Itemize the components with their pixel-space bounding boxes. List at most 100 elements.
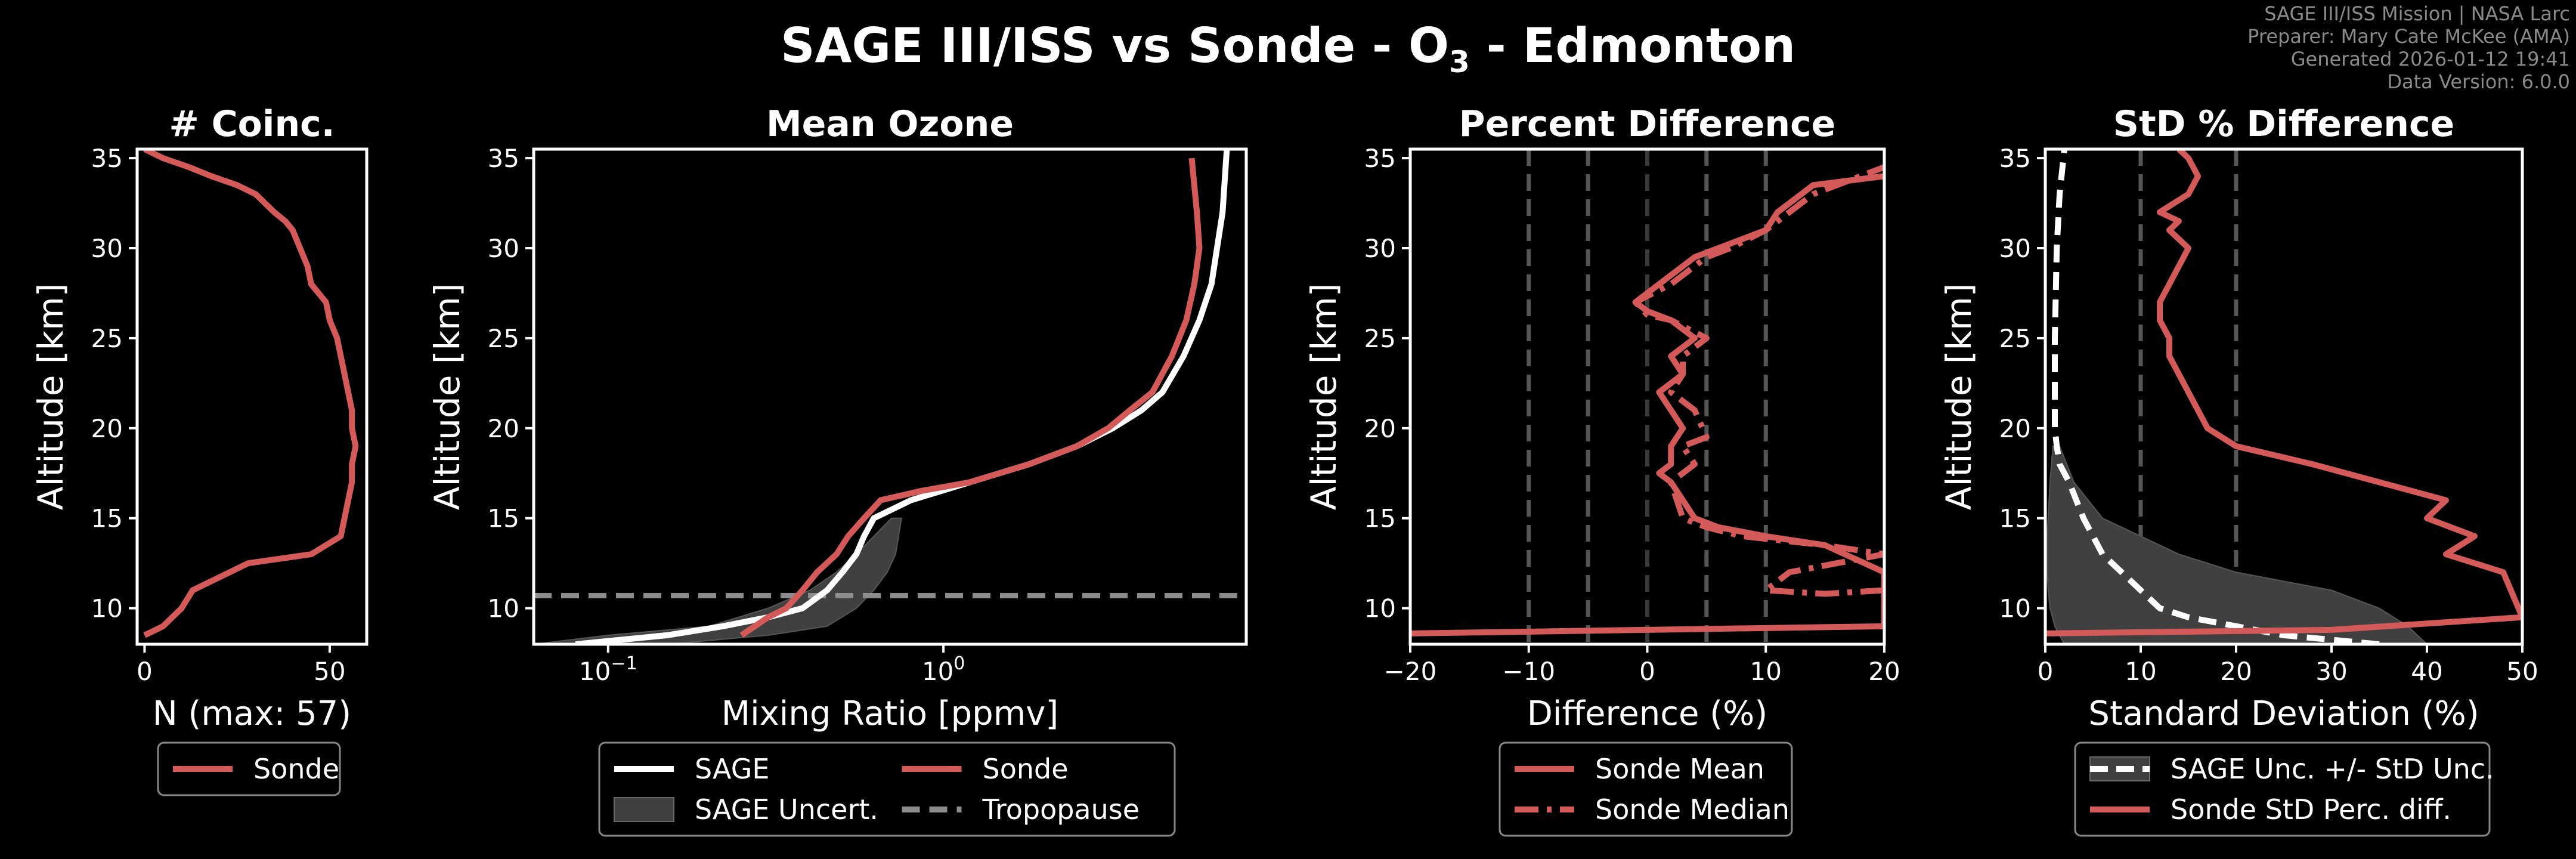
- x-tick-label: 100: [922, 653, 965, 686]
- series-line-sage: [575, 149, 1230, 644]
- y-axis-label: Altitude [km]: [427, 283, 467, 510]
- panel-title: # Coinc.: [169, 103, 335, 145]
- y-tick-label: 35: [488, 144, 519, 173]
- panel-1: # Coinc. 10 15 20 25 30 35 0 50 N (max: 57) Altitu…: [30, 103, 369, 796]
- y-tick-label: 35: [1999, 144, 2031, 173]
- x-tick-label: 40: [2411, 657, 2442, 686]
- info-version: Data Version: 6.0.0: [2387, 70, 2570, 93]
- y-tick-label: 25: [1999, 324, 2031, 353]
- y-tick-label: 30: [1364, 234, 1396, 263]
- x-tick-label: 10−1: [579, 653, 637, 686]
- series-line-sonde: [739, 157, 1203, 638]
- info-preparer: Preparer: Mary Cate McKee (AMA): [2247, 25, 2570, 48]
- series-line-sonde: [143, 149, 359, 638]
- panel-title: Mean Ozone: [766, 103, 1014, 145]
- x-tick-label: −20: [1384, 657, 1437, 686]
- series-line-sonde-median: [1632, 164, 1884, 597]
- x-tick-label: 20: [1868, 657, 1900, 686]
- y-tick-label: 20: [91, 414, 123, 443]
- y-tick-label: 25: [91, 324, 123, 353]
- legend-label: Sonde: [983, 753, 1069, 785]
- legend-swatch: [614, 797, 674, 822]
- series-line-sonde-std-perc-diff-: [2045, 149, 2522, 636]
- x-tick-label: −10: [1502, 657, 1555, 686]
- page-title: SAGE III/ISS vs Sonde - O3 - Edmonton: [780, 18, 1796, 79]
- y-tick-label: 30: [91, 234, 123, 263]
- y-tick-label: 35: [1364, 144, 1396, 173]
- x-tick-label: 0: [1639, 657, 1655, 686]
- y-tick-label: 30: [1999, 234, 2031, 263]
- panel-2: Mean Ozone 10 15 20 25 30 35 10−1 100 Mixing Rati…: [427, 103, 1248, 837]
- legend-item: Sonde: [173, 753, 339, 785]
- y-tick-label: 15: [1999, 504, 2031, 533]
- uncertainty-band: [534, 517, 903, 644]
- panel-title: Percent Difference: [1459, 103, 1836, 145]
- legend: Sonde Mean Sonde Median: [1498, 741, 1793, 837]
- info-mission: SAGE III/ISS Mission | NASA Larc: [2264, 2, 2570, 25]
- axes-frame: [135, 147, 369, 646]
- y-tick-label: 20: [1999, 414, 2031, 443]
- metadata-block: SAGE III/ISS Mission | NASA Larc Prepare…: [2247, 2, 2570, 93]
- y-tick-label: 35: [91, 144, 123, 173]
- x-tick-label: 20: [2220, 657, 2252, 686]
- legend-label: SAGE Unc. +/- StD Unc.: [2171, 753, 2494, 785]
- series-line-sage-unc-std-unc-: [2052, 149, 2380, 644]
- y-tick-label: 25: [488, 324, 519, 353]
- y-tick-label: 15: [91, 504, 123, 533]
- legend-item: SAGE Uncert.: [614, 793, 878, 826]
- y-tick-label: 10: [91, 594, 123, 623]
- x-tick-label: 50: [314, 657, 345, 686]
- legend-item: Tropopause: [902, 793, 1140, 826]
- plot-area: [143, 149, 359, 638]
- legend-item: Sonde StD Perc. diff.: [2090, 793, 2451, 826]
- legend-label: Tropopause: [982, 793, 1140, 826]
- legend-frame: [598, 741, 1176, 837]
- legend-item: Sonde Mean: [1515, 753, 1764, 785]
- legend-item: Sonde Median: [1515, 793, 1789, 826]
- x-tick-label: 10: [1750, 657, 1782, 686]
- legend: SAGE SAGE Uncert. Sonde Tropopause: [598, 741, 1176, 837]
- plot-area: [2045, 149, 2522, 644]
- legend-label: Sonde Median: [1595, 793, 1789, 826]
- plot-area: [534, 149, 1246, 644]
- legend-label: Sonde StD Perc. diff.: [2171, 793, 2451, 826]
- legend-label: SAGE Uncert.: [695, 793, 878, 826]
- y-axis-label: Altitude [km]: [1939, 283, 1979, 510]
- series-line-sonde-mean: [1410, 173, 1884, 636]
- panel-4: StD % Difference 10 15 20 25 30 35 0 10 20 30 40 50 S…: [1939, 103, 2538, 837]
- axes-frame: [532, 147, 1248, 646]
- y-tick-label: 10: [1364, 594, 1396, 623]
- legend-label: SAGE: [695, 753, 769, 785]
- y-tick-label: 10: [488, 594, 519, 623]
- legend-label: Sonde: [253, 753, 339, 785]
- y-axis-label: Altitude [km]: [1304, 283, 1344, 510]
- legend: Sonde: [157, 741, 341, 796]
- legend: SAGE Unc. +/- StD Unc. Sonde StD Perc. di…: [2074, 741, 2494, 837]
- panel-title: StD % Difference: [2113, 103, 2455, 145]
- legend-item: SAGE Unc. +/- StD Unc.: [2089, 753, 2494, 785]
- legend-frame: [2074, 741, 2491, 837]
- y-tick-label: 25: [1364, 324, 1396, 353]
- legend-label: Sonde Mean: [1595, 753, 1764, 785]
- y-tick-label: 10: [1999, 594, 2031, 623]
- y-tick-label: 15: [1364, 504, 1396, 533]
- info-generated: Generated 2026-01-12 19:41: [2290, 48, 2570, 70]
- x-tick-label: 50: [2506, 657, 2538, 686]
- plot-area: [1410, 149, 1884, 644]
- axes-frame: [2044, 147, 2524, 646]
- uncertainty-band: [2046, 446, 2428, 644]
- y-axis-label: Altitude [km]: [30, 283, 71, 510]
- x-tick-label: 0: [137, 657, 153, 686]
- x-axis-label: Difference (%): [1527, 694, 1767, 733]
- panel-3: Percent Difference 10 15 20 25 30 35 −20 −10 0 10 2…: [1304, 103, 1900, 837]
- x-tick-label: 0: [2038, 657, 2054, 686]
- x-axis-label: Standard Deviation (%): [2088, 694, 2479, 733]
- y-tick-label: 20: [488, 414, 519, 443]
- legend-item: Sonde: [902, 753, 1069, 785]
- legend-frame: [157, 741, 341, 796]
- y-tick-label: 15: [488, 504, 519, 533]
- x-tick-label: 30: [2315, 657, 2347, 686]
- x-tick-label: 10: [2125, 657, 2156, 686]
- y-tick-label: 20: [1364, 414, 1396, 443]
